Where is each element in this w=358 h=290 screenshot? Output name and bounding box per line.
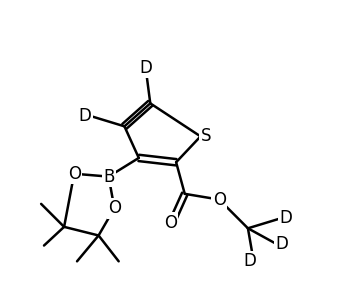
Text: O: O bbox=[213, 191, 226, 209]
Text: D: D bbox=[140, 59, 153, 77]
Text: D: D bbox=[280, 209, 292, 227]
Text: S: S bbox=[200, 127, 211, 145]
Text: O: O bbox=[164, 213, 177, 231]
Text: D: D bbox=[243, 252, 256, 270]
Text: O: O bbox=[108, 199, 121, 217]
Text: B: B bbox=[103, 168, 114, 186]
Text: O: O bbox=[68, 165, 81, 183]
Text: D: D bbox=[79, 107, 92, 125]
Text: D: D bbox=[275, 235, 288, 253]
